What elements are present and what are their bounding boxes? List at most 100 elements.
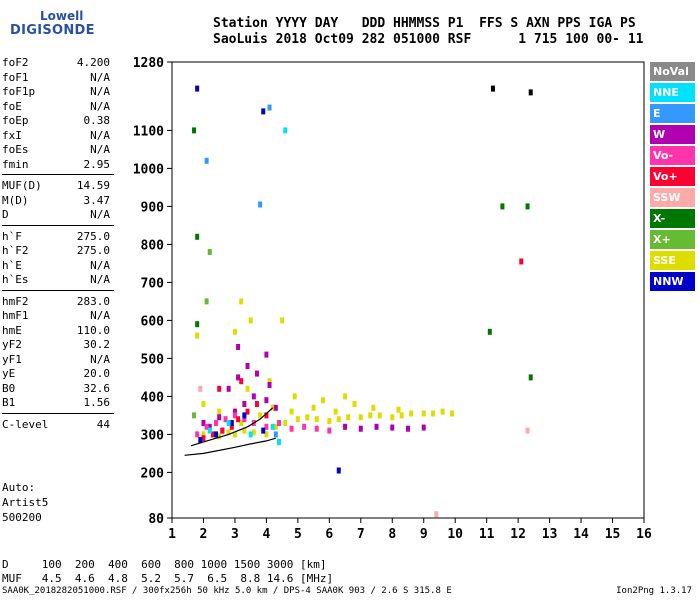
param-value: 44: [96, 417, 110, 431]
echo-point: [264, 423, 269, 430]
param-name: h`E: [2, 258, 22, 272]
echo-point: [195, 233, 200, 240]
x-tick-label: 9: [420, 527, 428, 542]
param-value: N/A: [90, 273, 110, 286]
legend-w: W: [650, 125, 695, 144]
y-tick-label: 80: [148, 512, 164, 527]
echo-point: [248, 317, 253, 324]
echo-point: [214, 420, 219, 426]
echo-point: [245, 408, 250, 415]
echo-point: [276, 420, 281, 426]
echo-point: [500, 203, 505, 210]
echo-point: [273, 431, 278, 438]
trace-line: [184, 437, 276, 456]
echo-point: [302, 423, 307, 430]
param-value: 0.38: [83, 114, 111, 127]
legend-ssw: SSW: [650, 188, 695, 207]
param-hf2: h`F2 275.0: [2, 244, 110, 258]
station-header: Station YYYY DAY DDD HHMMSS P1 FFS S AXN…: [213, 16, 643, 48]
x-tick-label: 15: [605, 527, 621, 542]
param-name: fxI: [2, 128, 22, 142]
param-b0: B0 32.6: [2, 382, 110, 396]
x-tick-label: 6: [325, 527, 333, 542]
param-divider: [2, 289, 114, 291]
echo-point: [289, 408, 294, 415]
x-tick-label: 1: [168, 527, 176, 542]
echo-point: [358, 425, 363, 432]
param-hme: hmE 110.0: [2, 324, 110, 338]
legend-x-: X+: [650, 230, 695, 249]
auto-info: Auto: Artist5 500200: [2, 480, 48, 525]
param-value: 20.0: [83, 367, 111, 380]
echo-point: [258, 412, 263, 419]
legend-noval: NoVal: [650, 62, 695, 81]
echo-point: [346, 414, 351, 421]
echo-point: [327, 427, 332, 434]
echo-point: [289, 425, 294, 432]
param-name: MUF(D): [2, 179, 42, 192]
param-divider: [2, 224, 114, 226]
echo-point: [487, 328, 492, 335]
param-value: N/A: [90, 128, 110, 142]
echo-point: [528, 89, 533, 96]
echo-point: [525, 427, 530, 434]
auto-artist: Artist5: [2, 496, 49, 509]
echo-point: [343, 423, 348, 430]
param-value: 283.0: [76, 294, 110, 308]
plot-frame: [171, 61, 645, 519]
param-value: 2.95: [83, 157, 111, 171]
param-value: 110.0: [76, 323, 110, 337]
param-name: yE: [2, 367, 16, 380]
echo-point: [399, 412, 404, 419]
y-tick-label: 700: [141, 276, 165, 291]
param-divider: [2, 412, 114, 414]
param-hmf2: hmF2 283.0: [2, 295, 110, 309]
param-name: h`F2: [2, 244, 29, 257]
echo-point: [204, 298, 209, 305]
echo-point: [421, 410, 426, 417]
echo-point: [254, 370, 259, 377]
param-md: M(D) 3.47: [2, 194, 110, 208]
param-value: N/A: [90, 99, 110, 113]
echo-point: [242, 416, 247, 423]
param-name: yF1: [2, 352, 22, 366]
echo-point: [264, 412, 269, 419]
x-tick-label: 7: [357, 527, 365, 542]
param-name: hmF2: [2, 294, 29, 308]
param-hf: h`F 275.0: [2, 230, 110, 244]
echo-point: [242, 427, 247, 434]
echo-point: [283, 420, 288, 426]
echo-point: [264, 397, 269, 404]
echo-point: [239, 420, 244, 426]
legend-vo-: Vo+: [650, 167, 695, 186]
echo-point: [267, 378, 272, 385]
echo-point: [201, 435, 206, 442]
param-name: C-level: [2, 417, 49, 431]
y-tick-label: 800: [141, 238, 165, 253]
param-foe: foE N/A: [2, 100, 110, 114]
echo-point: [333, 408, 338, 415]
y-tick-label: 400: [141, 390, 165, 405]
echo-point: [327, 418, 332, 425]
param-value: 4.200: [76, 56, 110, 69]
echo-point: [251, 393, 256, 400]
echo-point: [195, 321, 200, 328]
param-fof2: foF2 4.200: [2, 56, 110, 70]
param-value: 275.0: [76, 244, 110, 257]
param-name: B1: [2, 396, 16, 409]
auto-label: Auto:: [2, 481, 36, 494]
param-foep: foEp 0.38: [2, 114, 110, 128]
x-tick-label: 16: [636, 527, 652, 542]
param-name: foF2: [2, 56, 29, 69]
echo-point: [390, 414, 395, 421]
echo-point: [192, 127, 197, 134]
echo-point: [248, 431, 253, 438]
echo-point: [207, 427, 212, 434]
header-line2: SaoLuis 2018 Oct09 282 051000 RSF 1 715 …: [213, 32, 644, 47]
auto-code: 500200: [2, 511, 42, 524]
echo-point: [305, 414, 310, 421]
echo-point: [204, 423, 209, 430]
param-value: N/A: [90, 258, 110, 272]
param-name: fmin: [2, 157, 29, 171]
muf-row: MUF 4.5 4.6 4.8 5.2 5.7 6.5 8.8 14.6 [MH…: [2, 572, 334, 585]
